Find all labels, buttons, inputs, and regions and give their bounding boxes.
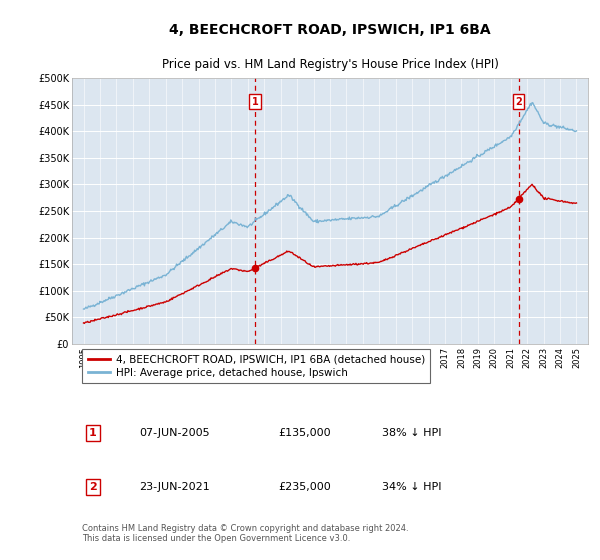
- Text: 1: 1: [89, 428, 97, 438]
- Text: £135,000: £135,000: [278, 428, 331, 438]
- Legend: 4, BEECHCROFT ROAD, IPSWICH, IP1 6BA (detached house), HPI: Average price, detac: 4, BEECHCROFT ROAD, IPSWICH, IP1 6BA (de…: [82, 349, 430, 383]
- Text: 1: 1: [251, 97, 259, 107]
- Text: 2: 2: [515, 97, 522, 107]
- Text: 38% ↓ HPI: 38% ↓ HPI: [382, 428, 441, 438]
- Text: 23-JUN-2021: 23-JUN-2021: [139, 482, 210, 492]
- Text: 2: 2: [89, 482, 97, 492]
- Text: Contains HM Land Registry data © Crown copyright and database right 2024.
This d: Contains HM Land Registry data © Crown c…: [82, 524, 409, 543]
- Text: Price paid vs. HM Land Registry's House Price Index (HPI): Price paid vs. HM Land Registry's House …: [161, 58, 499, 71]
- Text: £235,000: £235,000: [278, 482, 331, 492]
- Text: 4, BEECHCROFT ROAD, IPSWICH, IP1 6BA: 4, BEECHCROFT ROAD, IPSWICH, IP1 6BA: [169, 24, 491, 38]
- Text: 34% ↓ HPI: 34% ↓ HPI: [382, 482, 441, 492]
- Text: 07-JUN-2005: 07-JUN-2005: [139, 428, 210, 438]
